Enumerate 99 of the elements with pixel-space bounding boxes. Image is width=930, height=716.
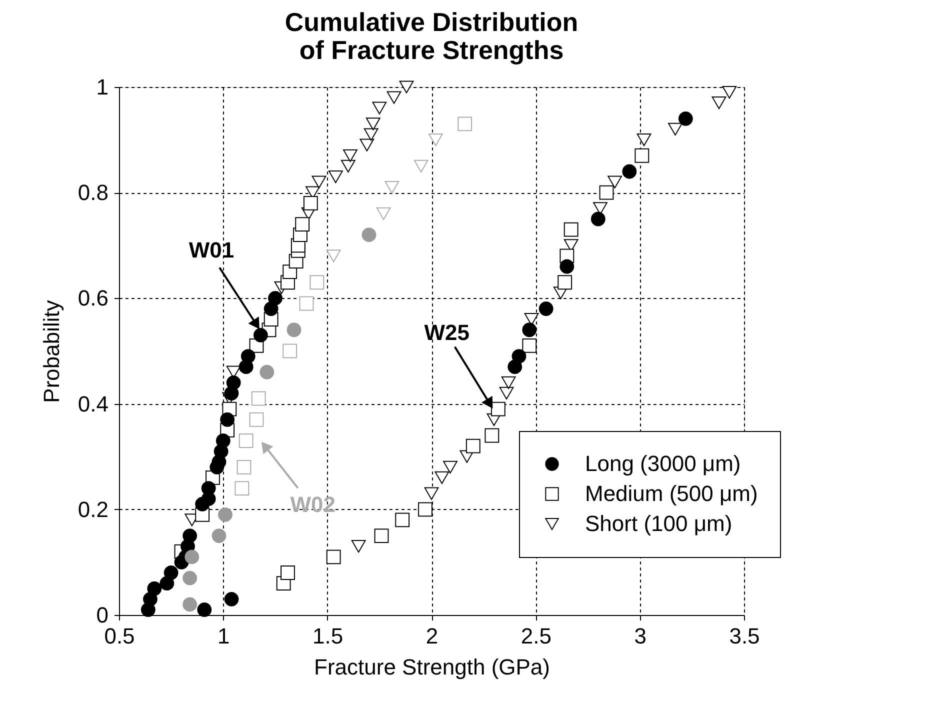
- point: [326, 250, 341, 262]
- point: [240, 349, 256, 364]
- point: [608, 176, 622, 188]
- point: [490, 402, 506, 416]
- point: [268, 291, 282, 306]
- point: [312, 176, 326, 188]
- point: [678, 111, 693, 126]
- point: [218, 507, 232, 522]
- point: [364, 128, 378, 141]
- point: [558, 275, 572, 290]
- point: [428, 133, 443, 146]
- point: [351, 540, 366, 553]
- point: [310, 275, 324, 290]
- point: [182, 597, 198, 612]
- point: [238, 434, 254, 448]
- point: [590, 212, 606, 226]
- point: [182, 570, 198, 586]
- point: [593, 202, 608, 215]
- point: [249, 412, 264, 427]
- x-tick-label: 1.5: [312, 624, 344, 648]
- point: [280, 566, 295, 580]
- point: [226, 375, 241, 390]
- point: [376, 207, 391, 220]
- point: [326, 550, 341, 564]
- x-tick-label: 3.5: [729, 624, 760, 648]
- point: [343, 149, 358, 162]
- point: [216, 434, 230, 448]
- point: [560, 259, 574, 274]
- point: [564, 222, 578, 237]
- x-axis-title: Fracture Strength (GPa): [314, 654, 550, 680]
- point: [295, 217, 310, 232]
- point: [374, 528, 389, 544]
- point: [636, 133, 652, 146]
- point: [184, 550, 200, 564]
- point: [599, 185, 614, 200]
- point: [212, 528, 226, 543]
- point: [182, 528, 198, 543]
- point: [164, 566, 178, 580]
- point: [372, 102, 387, 114]
- point: [143, 592, 158, 606]
- point: [399, 80, 414, 94]
- point: [224, 592, 239, 606]
- point: [722, 86, 737, 99]
- point: [634, 148, 650, 163]
- chart-title: Cumulative Distribution of Fracture Strengths: [284, 7, 578, 65]
- point: [484, 428, 500, 443]
- point: [622, 164, 637, 179]
- point: [236, 460, 252, 474]
- point: [424, 487, 439, 500]
- y-tick-label: 1: [96, 74, 108, 100]
- point: [522, 338, 537, 353]
- y-tick-label: 0.8: [78, 180, 108, 206]
- point: [501, 376, 516, 389]
- point: [712, 96, 726, 110]
- point: [499, 386, 514, 400]
- point: [328, 170, 343, 184]
- point: [286, 322, 302, 338]
- x-tick-label: 1: [218, 624, 230, 648]
- point: [197, 602, 212, 617]
- point: [522, 322, 537, 338]
- point: [299, 296, 314, 311]
- x-tick-label: 2: [426, 624, 438, 648]
- annotation: W02: [290, 492, 336, 518]
- point: [414, 160, 428, 173]
- x-tick-label: 3: [634, 624, 646, 648]
- point: [512, 349, 526, 364]
- point: [340, 160, 356, 173]
- point: [253, 328, 268, 342]
- annotation: W25: [424, 320, 470, 345]
- point: [458, 116, 472, 132]
- point: [418, 502, 432, 517]
- point: [147, 581, 162, 596]
- point: [538, 302, 554, 316]
- point: [366, 118, 380, 130]
- y-tick-label: 0.2: [78, 496, 108, 522]
- point: [251, 391, 266, 406]
- legend-label: Long (3000 μm): [585, 451, 741, 476]
- y-tick-label: 0.4: [78, 391, 108, 416]
- point: [434, 471, 450, 484]
- point: [386, 91, 402, 104]
- point: [303, 196, 318, 210]
- y-tick-label: 0.6: [78, 286, 108, 311]
- point: [395, 512, 410, 528]
- point: [362, 228, 376, 242]
- legend-label: Medium (500 μm): [585, 481, 758, 506]
- point: [220, 412, 235, 427]
- point: [234, 481, 250, 496]
- point: [282, 344, 298, 358]
- point: [668, 122, 682, 136]
- point: [443, 460, 458, 474]
- x-tick-label: 2.5: [520, 624, 552, 648]
- point: [201, 481, 216, 496]
- point: [360, 138, 374, 152]
- point: [260, 364, 274, 380]
- legend-label: Short (100 μm): [585, 511, 732, 536]
- point: [466, 438, 480, 454]
- annotation: W01: [188, 238, 234, 263]
- y-axis-title: Probability: [38, 300, 64, 403]
- point: [384, 181, 400, 194]
